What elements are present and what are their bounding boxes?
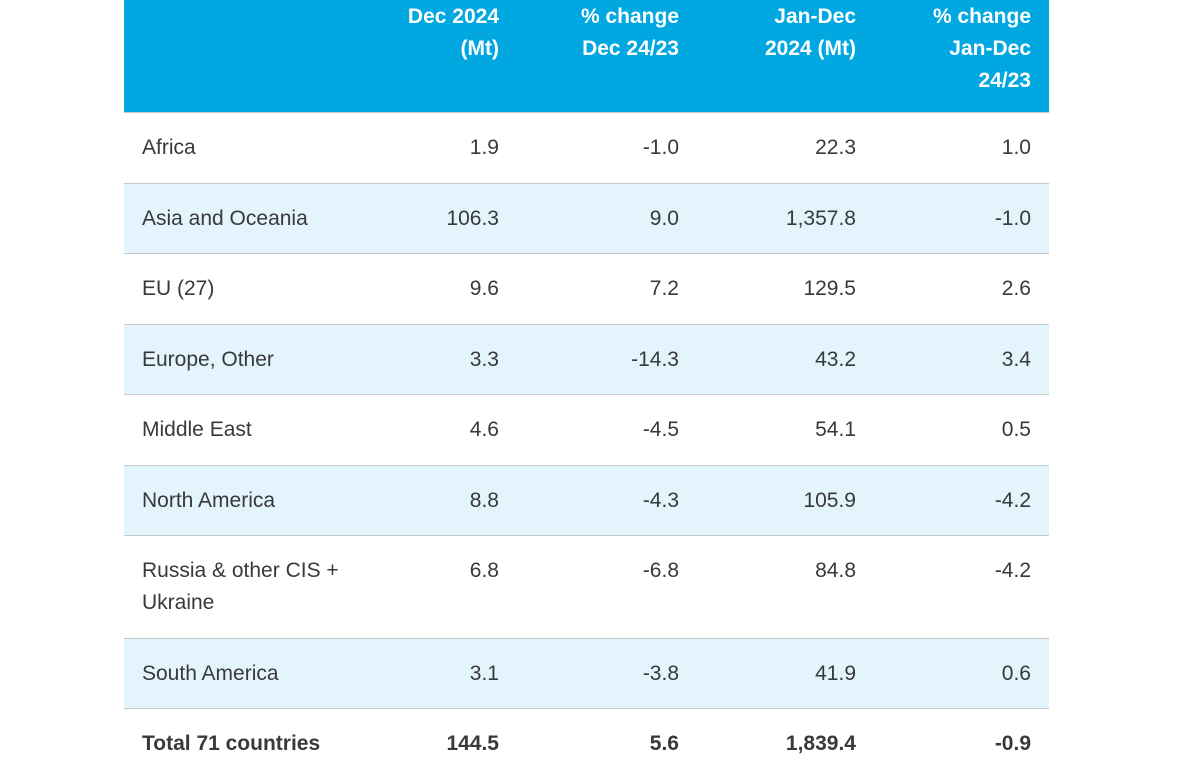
region-label: North America	[124, 465, 360, 536]
value-pct-change-jan-dec: 0.6	[874, 638, 1049, 709]
header-line: Dec 24/23	[582, 37, 679, 60]
value-dec-2024: 9.6	[360, 253, 517, 325]
value-pct-change-dec: -4.3	[517, 465, 697, 536]
value-jan-dec-2024: 84.8	[697, 535, 874, 639]
table-row-russia-cis-ukraine: Russia & other CIS + Ukraine 6.8 -6.8 84…	[124, 535, 1049, 639]
value-jan-dec-2024: 41.9	[697, 638, 874, 709]
table-row-middle-east: Middle East 4.6 -4.5 54.1 0.5	[124, 394, 1049, 466]
value-jan-dec-2024: 43.2	[697, 324, 874, 395]
value-pct-change-jan-dec: 1.0	[874, 112, 1049, 184]
table-row-total: Total 71 countries 144.5 5.6 1,839.4 -0.…	[124, 708, 1049, 779]
value-pct-change-jan-dec: 2.6	[874, 253, 1049, 325]
header-pct-change-dec: % change Dec 24/23	[517, 0, 697, 113]
value-pct-change-dec: -3.8	[517, 638, 697, 709]
value-pct-change-dec: -1.0	[517, 112, 697, 184]
value-pct-change-dec: 9.0	[517, 183, 697, 254]
table-row-europe-other: Europe, Other 3.3 -14.3 43.2 3.4	[124, 324, 1049, 395]
value-pct-change-dec: -4.5	[517, 394, 697, 466]
value-pct-change-jan-dec: 3.4	[874, 324, 1049, 395]
table-row-asia-and-oceania: Asia and Oceania 106.3 9.0 1,357.8 -1.0	[124, 183, 1049, 254]
total-pct-change-jan-dec: -0.9	[874, 708, 1049, 779]
value-dec-2024: 3.3	[360, 324, 517, 395]
header-pct-change-jan-dec: % change Jan-Dec 24/23	[874, 0, 1049, 113]
value-jan-dec-2024: 105.9	[697, 465, 874, 536]
value-pct-change-dec: -6.8	[517, 535, 697, 639]
value-dec-2024: 1.9	[360, 112, 517, 184]
value-jan-dec-2024: 22.3	[697, 112, 874, 184]
value-jan-dec-2024: 54.1	[697, 394, 874, 466]
region-label: Middle East	[124, 394, 360, 466]
region-label: South America	[124, 638, 360, 709]
header-line: % change	[932, 5, 1031, 28]
value-pct-change-dec: 7.2	[517, 253, 697, 325]
value-dec-2024: 3.1	[360, 638, 517, 709]
table-row-north-america: North America 8.8 -4.3 105.9 -4.2	[124, 465, 1049, 536]
region-label: Russia & other CIS + Ukraine	[124, 535, 360, 639]
value-pct-change-jan-dec: -1.0	[874, 183, 1049, 254]
total-dec-2024: 144.5	[360, 708, 517, 779]
header-jan-dec-2024-mt: Jan-Dec 2024 (Mt)	[697, 0, 874, 113]
header-line: Jan-Dec	[949, 37, 1031, 60]
header-line: % change	[580, 5, 679, 28]
table-header-row: Dec 2024 (Mt) % change Dec 24/23 Jan-Dec…	[124, 0, 1049, 113]
region-label: Asia and Oceania	[124, 183, 360, 254]
header-line: 2024 (Mt)	[764, 37, 856, 60]
value-pct-change-jan-dec: 0.5	[874, 394, 1049, 466]
value-dec-2024: 106.3	[360, 183, 517, 254]
value-jan-dec-2024: 129.5	[697, 253, 874, 325]
value-pct-change-jan-dec: -4.2	[874, 535, 1049, 639]
region-label: Africa	[124, 112, 360, 184]
header-line: Jan-Dec	[774, 5, 856, 28]
header-line: 24/23	[978, 69, 1031, 92]
header-region-empty	[124, 0, 360, 113]
table-row-eu-27: EU (27) 9.6 7.2 129.5 2.6	[124, 253, 1049, 325]
header-line: (Mt)	[460, 37, 499, 60]
crude-steel-production-table: Dec 2024 (Mt) % change Dec 24/23 Jan-Dec…	[124, 0, 1049, 779]
value-jan-dec-2024: 1,357.8	[697, 183, 874, 254]
region-label: EU (27)	[124, 253, 360, 325]
total-jan-dec-2024: 1,839.4	[697, 708, 874, 779]
table-row-africa: Africa 1.9 -1.0 22.3 1.0	[124, 112, 1049, 184]
value-dec-2024: 6.8	[360, 535, 517, 639]
value-dec-2024: 4.6	[360, 394, 517, 466]
header-line: Dec 2024	[407, 5, 499, 28]
table-row-south-america: South America 3.1 -3.8 41.9 0.6	[124, 638, 1049, 709]
value-dec-2024: 8.8	[360, 465, 517, 536]
value-pct-change-jan-dec: -4.2	[874, 465, 1049, 536]
region-label: Europe, Other	[124, 324, 360, 395]
value-pct-change-dec: -14.3	[517, 324, 697, 395]
total-pct-change-dec: 5.6	[517, 708, 697, 779]
header-dec-2024-mt: Dec 2024 (Mt)	[360, 0, 517, 113]
crude-steel-production-table-section: Dec 2024 (Mt) % change Dec 24/23 Jan-Dec…	[124, 0, 1049, 779]
total-label: Total 71 countries	[124, 708, 360, 779]
